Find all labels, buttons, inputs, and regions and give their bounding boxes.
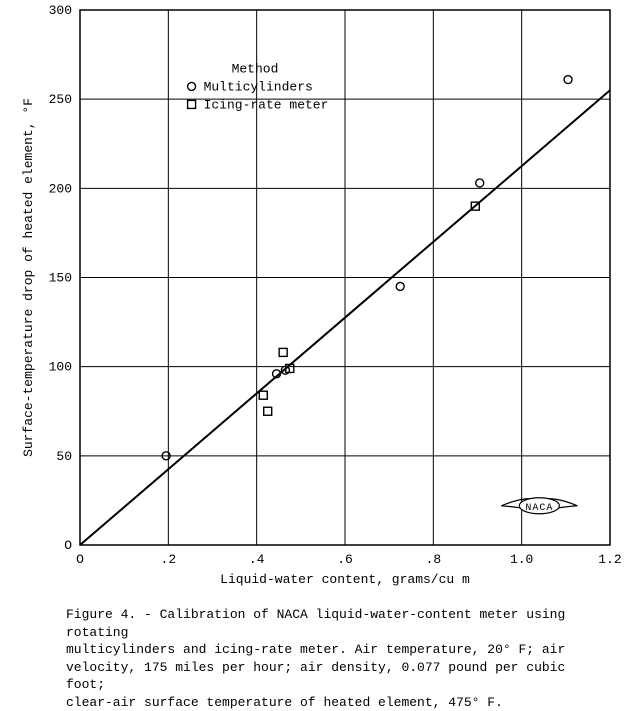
svg-text:300: 300 <box>49 3 72 18</box>
svg-text:Method: Method <box>232 61 279 76</box>
svg-text:.4: .4 <box>249 552 265 567</box>
svg-text:1.0: 1.0 <box>510 552 533 567</box>
svg-text:O: O <box>64 538 72 553</box>
svg-text:.8: .8 <box>426 552 442 567</box>
figure-caption: Figure 4. - Calibration of NACA liquid-w… <box>0 600 624 711</box>
calibration-chart: O .2 .4 .6 .8 1.0 1.2 O 50 100 150 200 250 300 Liquid-… <box>0 0 624 600</box>
svg-text:Icing-rate meter: Icing-rate meter <box>204 97 329 112</box>
svg-text:50: 50 <box>56 449 72 464</box>
svg-text:200: 200 <box>49 181 72 196</box>
svg-text:O: O <box>76 552 84 567</box>
svg-text:250: 250 <box>49 92 72 107</box>
svg-text:Surface-temperature drop of he: Surface-temperature drop of heated eleme… <box>21 98 36 457</box>
svg-text:100: 100 <box>49 360 72 375</box>
svg-text:Multicylinders: Multicylinders <box>204 79 313 94</box>
svg-text:.6: .6 <box>337 552 353 567</box>
svg-text:.2: .2 <box>161 552 177 567</box>
svg-text:150: 150 <box>49 271 72 286</box>
svg-text:Liquid-water content, grams/cu: Liquid-water content, grams/cu m <box>220 572 470 587</box>
svg-text:1.2: 1.2 <box>598 552 621 567</box>
svg-text:NACA: NACA <box>525 503 553 514</box>
